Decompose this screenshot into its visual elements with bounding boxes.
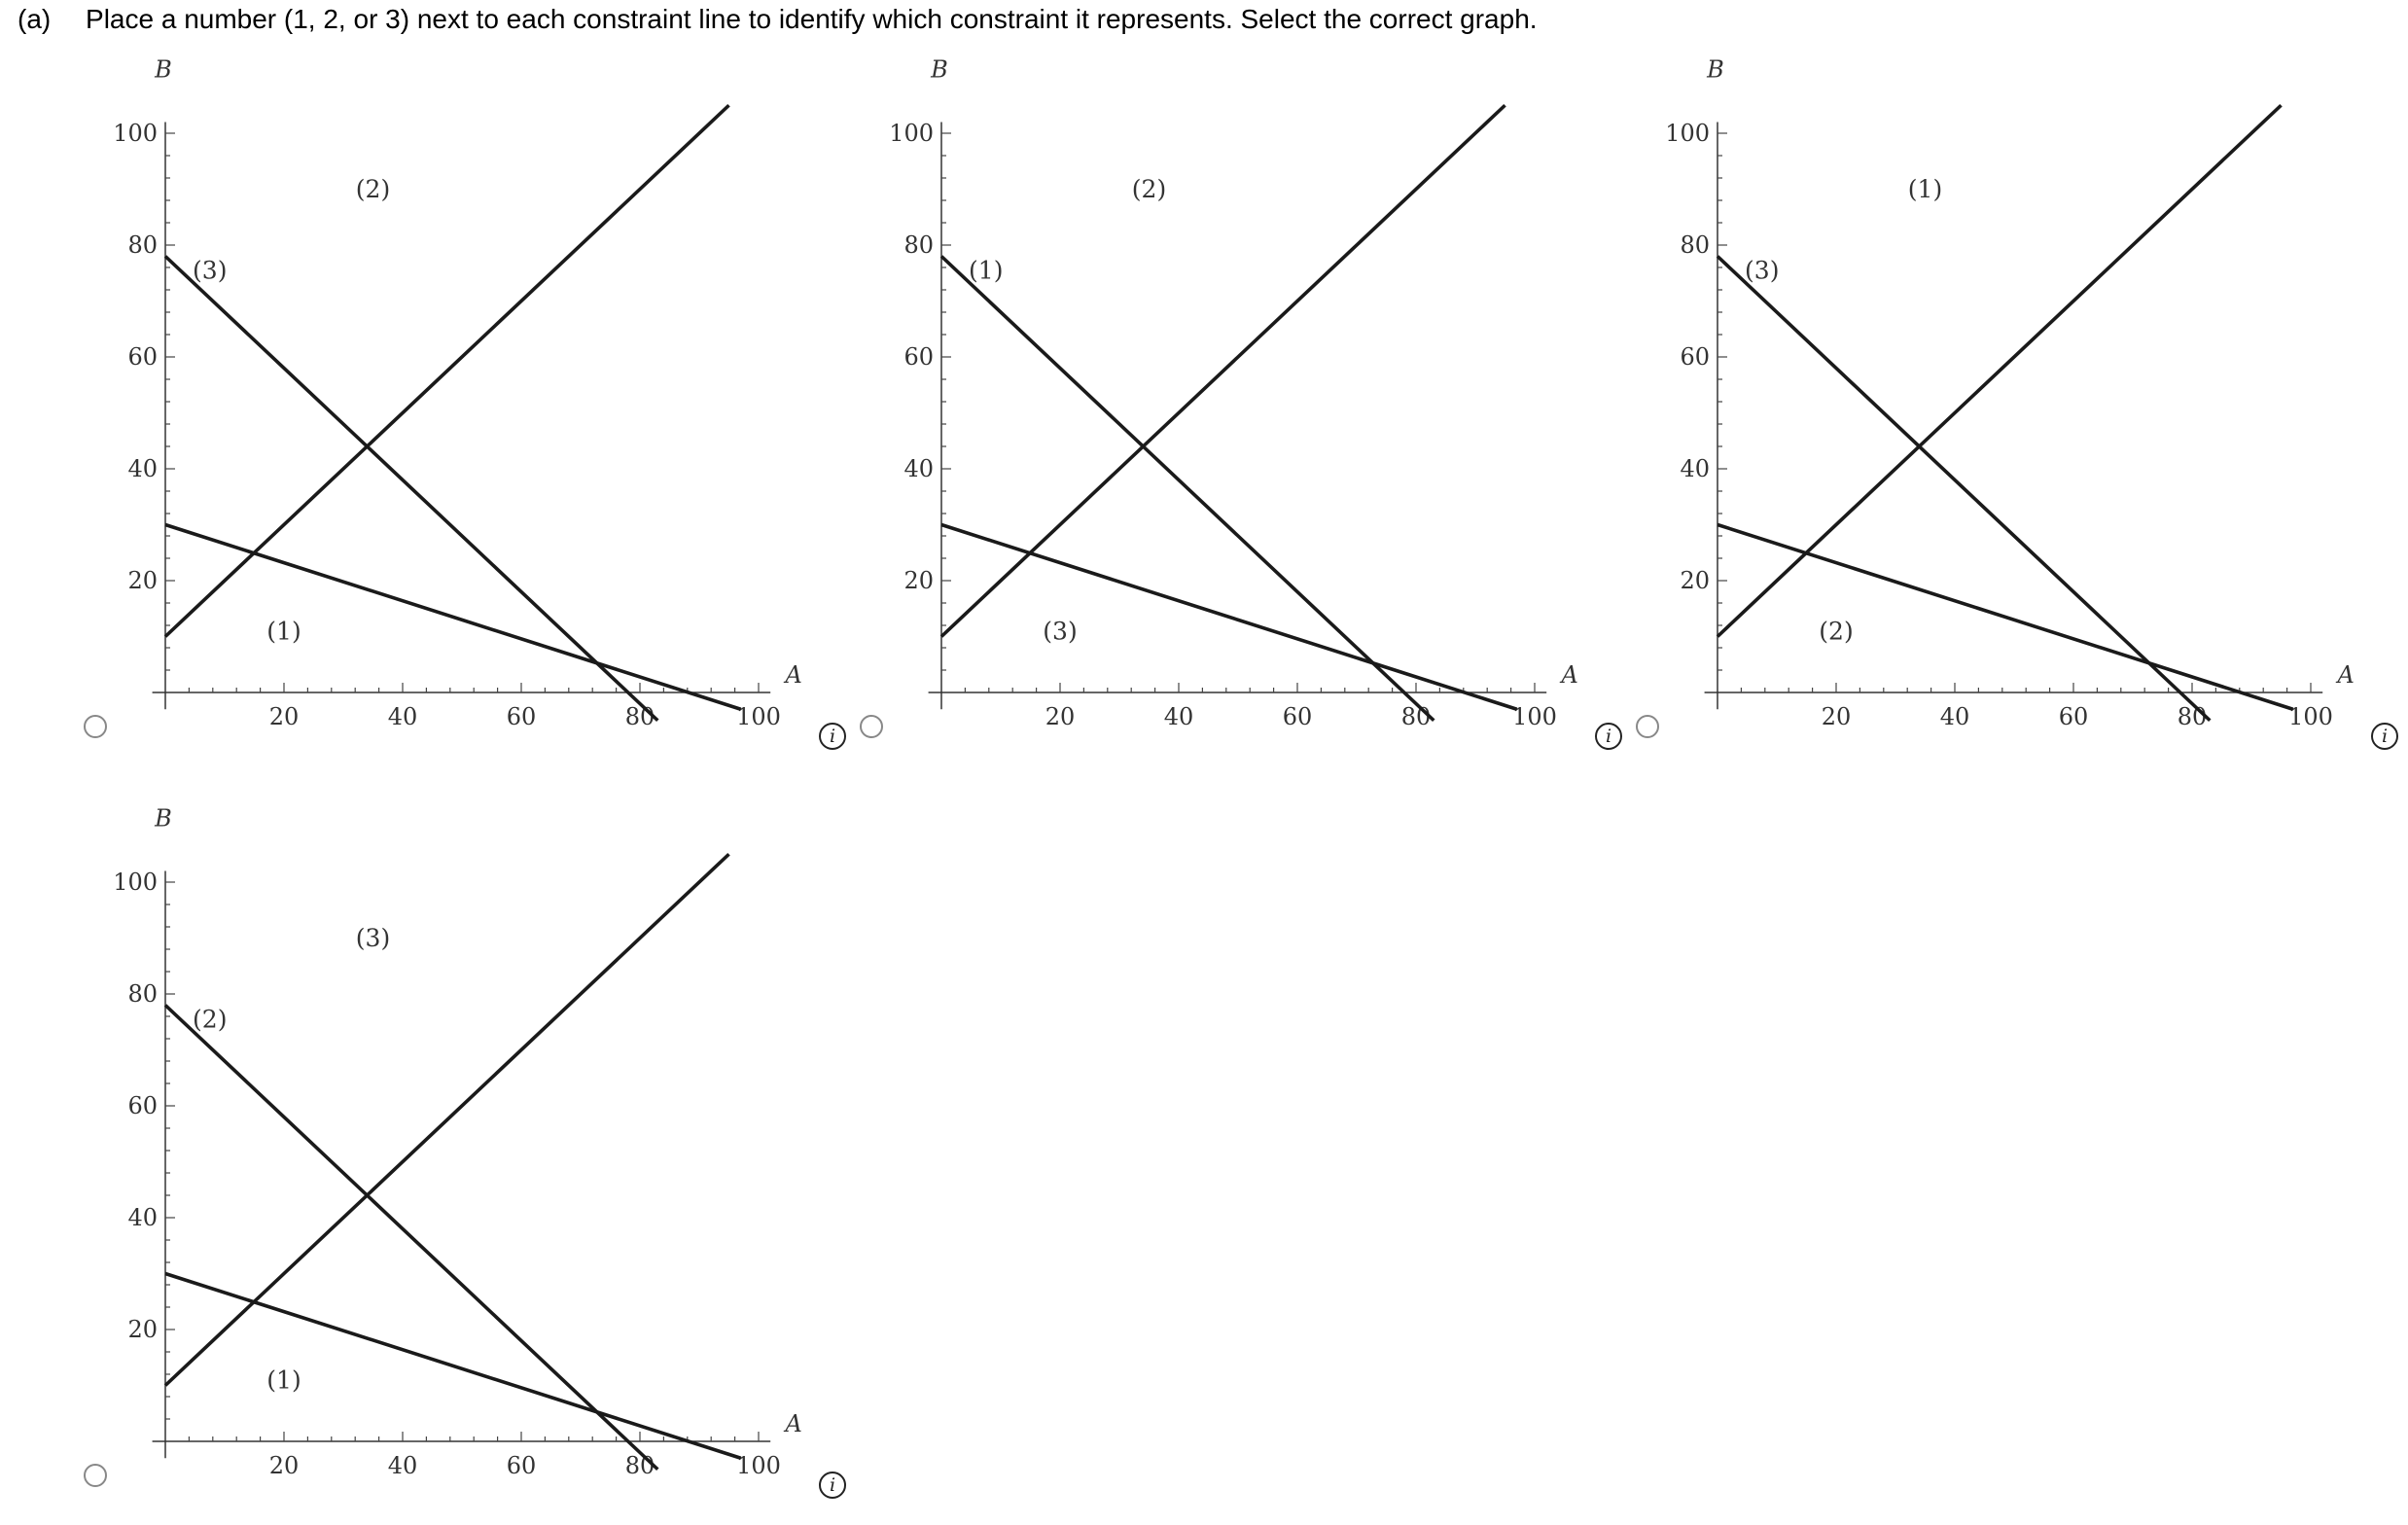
y-tick-label: 20: [127, 1316, 158, 1343]
constraint-line-up: [163, 852, 730, 1387]
constraint-line-shallow-down: [164, 1271, 742, 1460]
x-tick-label: 60: [507, 703, 537, 730]
constraint-label: (1): [266, 1365, 301, 1394]
constraint-label: (2): [1132, 175, 1166, 203]
constraint-line-shallow-down: [1717, 522, 2294, 711]
option-2-graph: 20 40 60 80 100 20 40 60 80 100 A B (1) (2) (3): [864, 39, 1612, 739]
constraint-label: (2): [193, 1006, 227, 1034]
y-tick-label: 80: [127, 980, 158, 1008]
y-axis-label: B: [154, 56, 172, 84]
y-tick-label: 60: [127, 343, 158, 371]
y-tick-label: 80: [127, 231, 158, 259]
y-tick-label: 20: [1680, 567, 1710, 594]
constraint-line-up: [939, 103, 1506, 638]
x-tick-label: 80: [625, 703, 655, 730]
x-tick-label: 100: [2288, 703, 2333, 730]
y-tick-label: 40: [127, 1204, 158, 1231]
x-tick-label: 20: [269, 703, 300, 730]
constraint-label: (3): [1043, 617, 1077, 645]
y-tick-label: 80: [1680, 231, 1710, 259]
x-axis-label: A: [783, 1410, 801, 1437]
constraint-line-steep-down: [163, 255, 659, 723]
x-tick-label: 100: [1512, 703, 1557, 730]
x-tick-label: 40: [1940, 703, 1970, 730]
x-axis-label: A: [783, 661, 801, 689]
info-icon[interactable]: i: [2371, 723, 2398, 750]
x-tick-label: 40: [388, 1452, 418, 1479]
x-axis-label: A: [1559, 661, 1577, 689]
constraint-line-shallow-down: [940, 522, 1518, 711]
constraint-label: (2): [1819, 617, 1853, 645]
y-tick-label: 80: [903, 231, 934, 259]
constraint-line-shallow-down: [164, 522, 742, 711]
constraint-line-steep-down: [1716, 255, 2212, 723]
constraint-label: (1): [1908, 175, 1942, 203]
constraint-line-steep-down: [163, 1004, 659, 1472]
y-tick-label: 60: [903, 343, 934, 371]
info-icon[interactable]: i: [819, 723, 846, 750]
question-part-label: (a): [18, 4, 52, 34]
constraint-line-steep-down: [939, 255, 1435, 723]
x-tick-label: 100: [736, 703, 781, 730]
x-tick-label: 40: [388, 703, 418, 730]
constraint-label: (1): [969, 257, 1003, 285]
constraint-label: (3): [193, 257, 227, 285]
constraint-label: (1): [266, 617, 301, 645]
y-tick-label: 100: [113, 869, 158, 896]
question-text: (a) Place a number (1, 2, or 3) next to …: [18, 0, 1538, 39]
x-tick-label: 20: [1822, 703, 1852, 730]
option-3-radio[interactable]: [1636, 715, 1659, 738]
constraint-label: (3): [1745, 257, 1779, 285]
option-2-radio[interactable]: [860, 715, 883, 738]
option-3-graph: 20 40 60 80 100 20 40 60 80 100 A B (3) (1) (2): [1640, 39, 2389, 739]
y-axis-label: B: [1706, 56, 1724, 84]
constraint-line-up: [163, 103, 730, 638]
y-tick-label: 60: [127, 1092, 158, 1119]
option-1-graph: 20 40 60 80 100 20 40 60 80 100 A B (3) (2) (1): [88, 39, 836, 739]
x-tick-label: 60: [507, 1452, 537, 1479]
x-tick-label: 60: [2059, 703, 2089, 730]
option-4-graph: 20 40 60 80 100 20 40 60 80 100 A B (2) (3) (1): [88, 788, 836, 1488]
option-4-radio[interactable]: [84, 1464, 107, 1487]
x-tick-label: 100: [736, 1452, 781, 1479]
x-tick-label: 80: [2178, 703, 2208, 730]
y-tick-label: 100: [1665, 120, 1710, 147]
y-tick-label: 100: [889, 120, 934, 147]
x-tick-label: 20: [269, 1452, 300, 1479]
question-prompt: Place a number (1, 2, or 3) next to each…: [86, 4, 1538, 34]
y-axis-label: B: [930, 56, 948, 84]
y-tick-label: 20: [903, 567, 934, 594]
constraint-line-up: [1716, 103, 2283, 638]
y-axis-label: B: [154, 805, 172, 833]
constraint-label: (2): [356, 175, 390, 203]
y-tick-label: 40: [127, 455, 158, 482]
x-tick-label: 40: [1164, 703, 1194, 730]
x-axis-label: A: [2335, 661, 2354, 689]
constraint-label: (3): [356, 924, 390, 952]
x-tick-label: 80: [625, 1452, 655, 1479]
info-icon[interactable]: i: [1595, 723, 1622, 750]
y-tick-label: 40: [1680, 455, 1710, 482]
y-tick-label: 60: [1680, 343, 1710, 371]
option-1-radio[interactable]: [84, 715, 107, 738]
y-tick-label: 20: [127, 567, 158, 594]
y-tick-label: 100: [113, 120, 158, 147]
x-tick-label: 60: [1283, 703, 1313, 730]
x-tick-label: 80: [1401, 703, 1432, 730]
info-icon[interactable]: i: [819, 1472, 846, 1499]
y-tick-label: 40: [903, 455, 934, 482]
x-tick-label: 20: [1045, 703, 1076, 730]
